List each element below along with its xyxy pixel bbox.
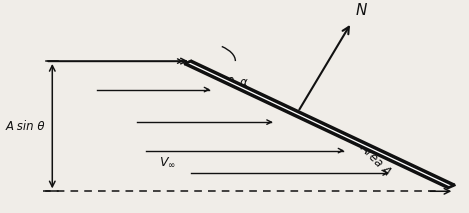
Text: Area A: Area A bbox=[358, 141, 394, 178]
Polygon shape bbox=[185, 61, 454, 188]
Text: $\theta, \alpha$: $\theta, \alpha$ bbox=[227, 75, 249, 89]
Text: $V_{\infty}$: $V_{\infty}$ bbox=[159, 156, 176, 169]
Text: A sin θ: A sin θ bbox=[6, 120, 45, 133]
Text: N: N bbox=[356, 3, 367, 18]
